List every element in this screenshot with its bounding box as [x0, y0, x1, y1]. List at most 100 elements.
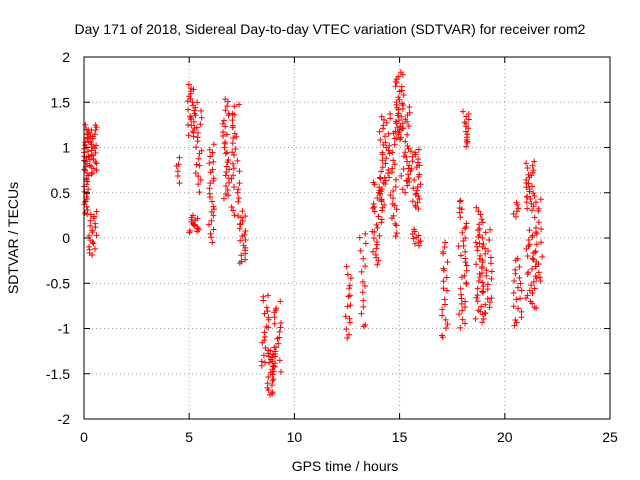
data-point: [89, 227, 96, 234]
data-point: [228, 204, 235, 211]
data-point: [389, 195, 396, 202]
data-point: [230, 184, 237, 191]
data-point: [523, 160, 530, 167]
data-point: [258, 358, 265, 365]
data-point: [81, 188, 88, 195]
data-point: [524, 164, 531, 171]
data-point: [208, 217, 215, 224]
data-point: [538, 239, 545, 246]
data-point: [488, 295, 495, 302]
data-point: [379, 164, 386, 171]
data-point: [360, 323, 367, 330]
data-point: [416, 171, 423, 178]
data-point: [478, 303, 485, 310]
data-point: [530, 278, 537, 285]
data-point: [531, 158, 538, 165]
data-point: [272, 360, 279, 367]
data-point: [225, 156, 232, 163]
data-point: [191, 107, 198, 114]
data-point: [374, 194, 381, 201]
data-point: [396, 126, 403, 133]
data-point: [414, 183, 421, 190]
data-point: [535, 219, 542, 226]
data-point: [531, 249, 538, 256]
data-point: [187, 95, 194, 102]
data-point: [513, 199, 520, 206]
data-point: [406, 162, 413, 169]
data-point: [220, 129, 227, 136]
data-point: [242, 228, 249, 235]
data-point: [463, 220, 470, 227]
data-point: [85, 172, 92, 179]
data-point: [527, 195, 534, 202]
data-point: [409, 153, 416, 160]
data-point: [209, 198, 216, 205]
data-point: [532, 273, 539, 280]
data-point: [210, 158, 217, 165]
data-point: [358, 310, 365, 317]
data-point: [193, 161, 200, 168]
data-point: [409, 198, 416, 205]
data-point: [459, 229, 466, 236]
data-point: [207, 153, 214, 160]
data-point: [529, 232, 536, 239]
data-point: [197, 176, 204, 183]
data-point: [206, 146, 213, 153]
data-point: [347, 302, 354, 309]
data-point: [362, 230, 369, 237]
data-point: [229, 117, 236, 124]
data-point: [224, 186, 231, 193]
data-point: [464, 131, 471, 138]
data-point: [242, 237, 249, 244]
data-point: [536, 274, 543, 281]
data-point: [192, 112, 199, 119]
data-point: [92, 220, 99, 227]
data-point: [459, 316, 466, 323]
data-point: [266, 359, 273, 366]
data-point: [209, 166, 216, 173]
data-point: [478, 263, 485, 270]
data-point: [273, 305, 280, 312]
data-point: [523, 193, 530, 200]
data-point: [205, 221, 212, 228]
data-point: [385, 130, 392, 137]
data-point: [528, 266, 535, 273]
data-point: [479, 319, 486, 326]
data-point: [380, 116, 387, 123]
data-point: [382, 177, 389, 184]
data-point: [457, 214, 464, 221]
data-point: [220, 117, 227, 124]
x-tick-label: 0: [80, 429, 88, 445]
data-point: [198, 114, 205, 121]
data-point: [232, 146, 239, 153]
data-point: [475, 307, 482, 314]
data-point: [370, 200, 377, 207]
data-point: [399, 186, 406, 193]
data-points: [81, 69, 546, 398]
data-point: [373, 222, 380, 229]
data-point: [414, 199, 421, 206]
data-point: [538, 225, 545, 232]
data-point: [378, 113, 385, 120]
data-point: [241, 231, 248, 238]
data-point: [362, 321, 369, 328]
data-point: [463, 262, 470, 269]
data-point: [392, 128, 399, 135]
data-point: [376, 128, 383, 135]
data-point: [382, 139, 389, 146]
data-point: [392, 233, 399, 240]
data-point: [195, 226, 202, 233]
data-point: [411, 177, 418, 184]
data-point: [185, 81, 192, 88]
data-point: [487, 260, 494, 267]
data-point: [402, 189, 409, 196]
data-point: [400, 153, 407, 160]
data-point: [482, 301, 489, 308]
data-point: [387, 192, 394, 199]
y-tick-label: -2: [58, 411, 71, 427]
data-point: [222, 139, 229, 146]
data-point: [528, 282, 535, 289]
data-point: [390, 212, 397, 219]
data-point: [459, 307, 466, 314]
